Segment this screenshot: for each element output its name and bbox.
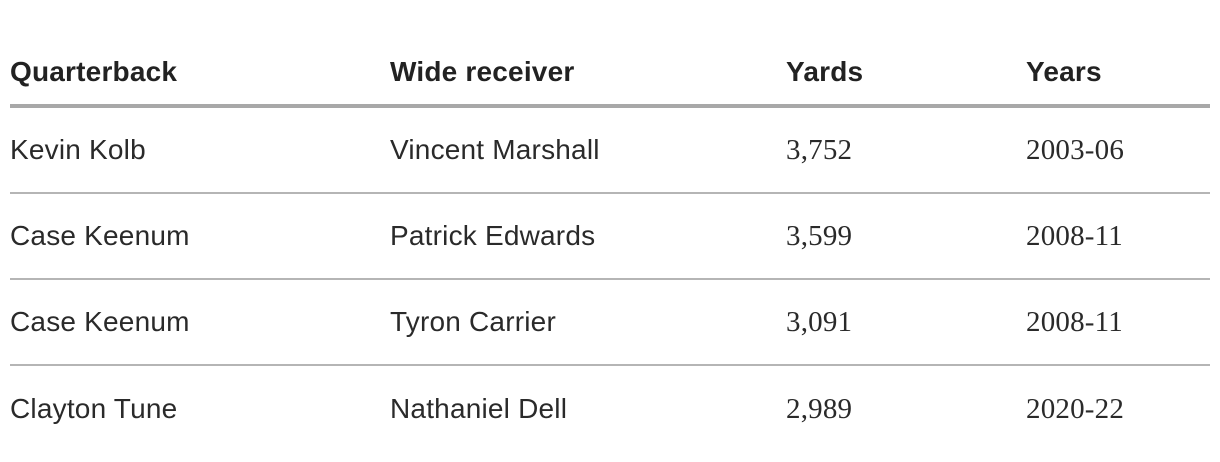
table-row: Kevin Kolb Vincent Marshall 3,752 2003-0… <box>10 108 1210 194</box>
cell-quarterback: Kevin Kolb <box>10 134 146 165</box>
data-table: Quarterback Wide receiver Yards Years Ke… <box>10 40 1210 452</box>
column-header-yards: Yards <box>786 56 864 87</box>
column-header-wide-receiver: Wide receiver <box>390 56 575 87</box>
table-row: Clayton Tune Nathaniel Dell 2,989 2020-2… <box>10 366 1210 452</box>
cell-yards: 3,752 <box>786 133 853 166</box>
cell-years: 2020-22 <box>1026 392 1125 425</box>
cell-wide-receiver: Vincent Marshall <box>390 134 600 165</box>
cell-quarterback: Case Keenum <box>10 220 190 251</box>
cell-yards: 2,989 <box>786 392 853 425</box>
table-header-row: Quarterback Wide receiver Yards Years <box>10 40 1210 108</box>
cell-wide-receiver: Tyron Carrier <box>390 306 556 337</box>
cell-years: 2008-11 <box>1026 219 1123 252</box>
table-row: Case Keenum Tyron Carrier 3,091 2008-11 <box>10 280 1210 366</box>
cell-yards: 3,091 <box>786 305 853 338</box>
table-row: Case Keenum Patrick Edwards 3,599 2008-1… <box>10 194 1210 280</box>
cell-yards: 3,599 <box>786 219 853 252</box>
column-header-years: Years <box>1026 56 1102 87</box>
cell-years: 2008-11 <box>1026 305 1123 338</box>
column-header-quarterback: Quarterback <box>10 56 178 87</box>
cell-wide-receiver: Patrick Edwards <box>390 220 596 251</box>
cell-years: 2003-06 <box>1026 133 1125 166</box>
cell-wide-receiver: Nathaniel Dell <box>390 393 568 424</box>
cell-quarterback: Case Keenum <box>10 306 190 337</box>
cell-quarterback: Clayton Tune <box>10 393 178 424</box>
